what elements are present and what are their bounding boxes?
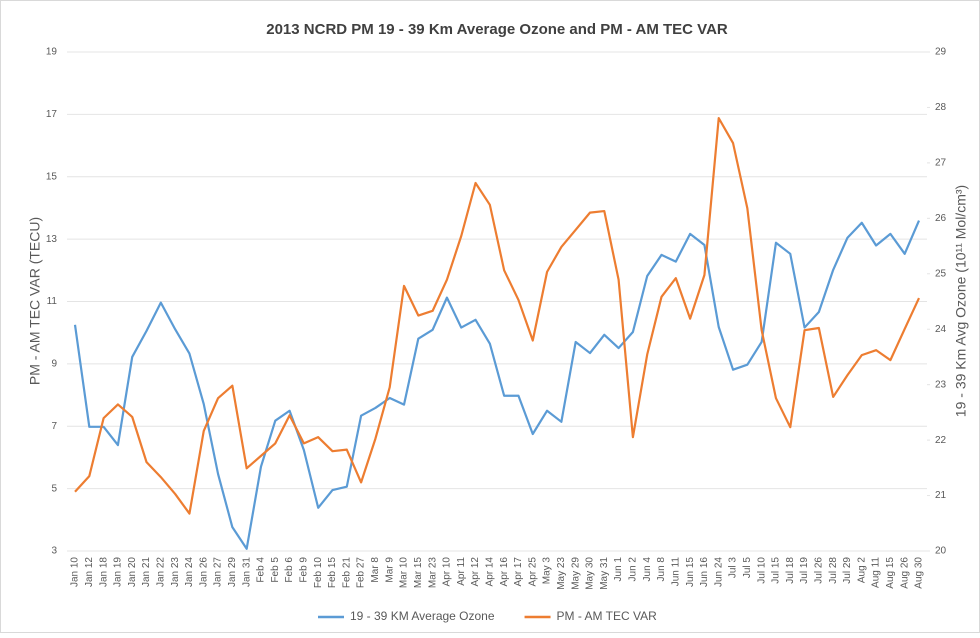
y2-axis-label: 19 - 39 Km Avg Ozone (10¹¹ Mol/cm³) <box>953 185 969 417</box>
x-tick-label: Aug 26 <box>899 557 910 589</box>
y-tick-label: 9 <box>51 359 57 370</box>
x-tick-label: May 30 <box>585 557 596 590</box>
y-axis-label: PM - AM TEC VAR (TECU) <box>27 217 43 385</box>
x-tick-label: Jun 8 <box>656 557 667 582</box>
x-tick-label: Jan 31 <box>241 557 252 587</box>
x-tick-label: Jan 10 <box>70 557 81 587</box>
x-tick-label: May 3 <box>542 557 553 585</box>
x-tick-label: Feb 6 <box>284 557 295 583</box>
x-tick-label: Apr 17 <box>513 557 524 587</box>
y2-tick-label: 25 <box>935 268 947 279</box>
x-tick-label: Aug 11 <box>871 557 882 588</box>
x-tick-label: Aug 15 <box>885 557 896 589</box>
x-tick-label: Feb 5 <box>270 557 281 583</box>
x-tick-label: Jan 12 <box>84 557 95 587</box>
x-tick-label: Jan 18 <box>98 557 109 587</box>
x-tick-label: Jan 29 <box>227 557 238 587</box>
y2-tick-label: 24 <box>935 324 947 335</box>
x-tick-label: Jan 23 <box>170 557 181 587</box>
x-tick-label: May 23 <box>556 557 567 590</box>
x-tick-label: Feb 10 <box>313 557 324 589</box>
y2-tick-label: 21 <box>935 490 947 501</box>
x-tick-label: Mar 10 <box>399 557 410 589</box>
x-tick-label: Apr 10 <box>442 557 453 587</box>
data-line <box>73 220 921 550</box>
x-tick-label: Jun 11 <box>670 557 681 587</box>
legend-label: 19 - 39 KM Average Ozone <box>350 609 495 623</box>
x-tick-label: Feb 9 <box>299 557 310 583</box>
x-tick-label: Jan 24 <box>184 557 195 587</box>
x-tick-label: Jul 26 <box>814 557 825 584</box>
y2-tick-label: 28 <box>935 102 947 113</box>
y2-tick-label: 26 <box>935 213 947 224</box>
legend-label: PM - AM TEC VAR <box>557 609 658 623</box>
x-tick-label: Mar 9 <box>384 557 395 583</box>
y2-tick-label: 29 <box>935 47 947 58</box>
x-tick-label: Jun 1 <box>613 557 624 582</box>
y-tick-label: 7 <box>51 421 57 432</box>
x-tick-label: Jan 21 <box>141 557 152 587</box>
chart-title: 2013 NCRD PM 19 - 39 Km Average Ozone an… <box>266 21 728 38</box>
y-tick-label: 11 <box>47 296 58 307</box>
x-tick-label: May 31 <box>599 557 610 590</box>
x-tick-label: Feb 4 <box>256 557 267 583</box>
x-tick-label: May 29 <box>570 557 581 590</box>
x-tick-label: Apr 16 <box>499 557 510 587</box>
x-tick-label: Mar 8 <box>370 557 381 583</box>
y-tick-label: 17 <box>46 109 58 120</box>
y-tick-label: 3 <box>51 546 57 557</box>
x-tick-label: Jan 22 <box>155 557 166 587</box>
x-tick-label: Aug 30 <box>914 557 925 589</box>
y-tick-label: 15 <box>46 171 58 182</box>
x-tick-label: Aug 2 <box>856 557 867 584</box>
x-tick-label: Jul 28 <box>828 557 839 584</box>
x-tick-label: Feb 15 <box>327 557 338 589</box>
x-tick-label: Mar 15 <box>413 557 424 589</box>
x-tick-label: Mar 23 <box>427 557 438 589</box>
x-tick-label: Jul 10 <box>756 557 767 584</box>
x-tick-label: Jul 18 <box>785 557 796 584</box>
y-tick-label: 5 <box>51 483 57 494</box>
x-tick-label: Feb 21 <box>341 557 352 589</box>
x-tick-label: Jul 29 <box>842 557 853 584</box>
x-tick-label: Feb 27 <box>356 557 367 589</box>
y-tick-label: 13 <box>46 234 58 245</box>
y2-tick-label: 20 <box>935 546 947 557</box>
y2-tick-label: 23 <box>935 379 947 390</box>
x-tick-label: Apr 14 <box>484 557 495 587</box>
x-tick-label: Jun 2 <box>628 557 639 582</box>
x-tick-label: Jan 27 <box>213 557 224 587</box>
x-tick-label: Jul 3 <box>728 557 739 579</box>
x-tick-label: Jun 16 <box>699 557 710 587</box>
x-tick-label: Jan 26 <box>198 557 209 587</box>
x-tick-label: Apr 25 <box>527 557 538 587</box>
x-tick-label: Jun 15 <box>685 557 696 587</box>
y2-tick-label: 27 <box>935 158 947 169</box>
x-tick-label: Apr 11 <box>456 557 467 586</box>
x-tick-label: Jun 24 <box>713 557 724 587</box>
data-line <box>74 117 920 515</box>
x-tick-label: Jun 4 <box>642 557 653 582</box>
y-tick-label: 19 <box>46 47 58 58</box>
x-tick-label: Jan 20 <box>127 557 138 587</box>
x-tick-label: Jul 19 <box>799 557 810 584</box>
y2-tick-label: 22 <box>935 435 947 446</box>
x-tick-label: Jan 19 <box>113 557 124 587</box>
x-tick-label: Apr 12 <box>470 557 481 587</box>
x-tick-label: Jul 15 <box>771 557 782 584</box>
x-tick-label: Jul 5 <box>742 557 753 579</box>
